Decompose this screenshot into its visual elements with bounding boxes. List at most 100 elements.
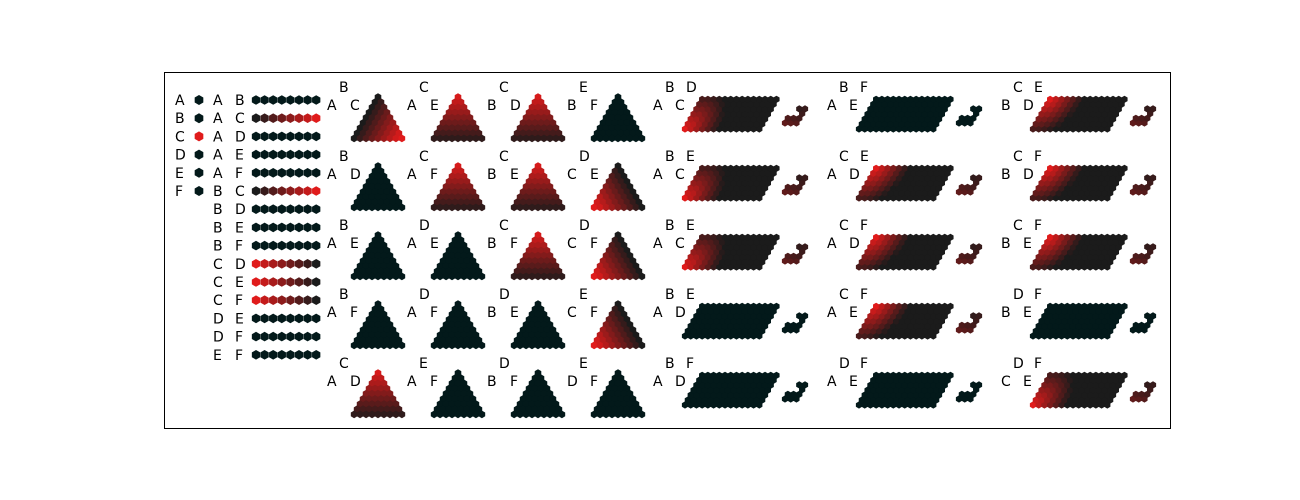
rhombus-hex bbox=[1109, 105, 1117, 113]
triangle-hex bbox=[629, 257, 637, 265]
rhombus-label-3: A bbox=[653, 374, 663, 390]
rhombus-hex bbox=[1061, 238, 1068, 246]
pair-hex bbox=[260, 295, 269, 305]
rhombus-hex bbox=[710, 105, 717, 113]
triangle-hex bbox=[626, 272, 634, 281]
triangle-hex bbox=[392, 203, 400, 212]
triangle-hex bbox=[617, 167, 625, 175]
rhombus-hex bbox=[870, 110, 877, 118]
rhombus-hex bbox=[1038, 110, 1045, 118]
rhombus-hex bbox=[901, 115, 908, 123]
rhombus-hex bbox=[759, 110, 766, 118]
triangle-hex bbox=[392, 331, 400, 339]
pair-label-first: A bbox=[213, 166, 223, 182]
rhombus-hex bbox=[884, 243, 891, 251]
triangle-top-label: C bbox=[339, 356, 349, 372]
rhombus-hex bbox=[1084, 189, 1091, 197]
rhombus-hex bbox=[1098, 371, 1105, 379]
rhombus-panel: B EA C bbox=[653, 218, 809, 271]
rhombus-hex bbox=[716, 322, 723, 330]
pair-hex bbox=[251, 295, 261, 305]
rhombus-cluster-hex bbox=[967, 188, 974, 196]
rhombus-cluster-hex bbox=[973, 110, 980, 118]
rhombus-hex bbox=[719, 110, 726, 118]
rhombus-hex bbox=[747, 189, 754, 197]
rhombus-hex bbox=[1087, 371, 1094, 379]
rhombus-hex bbox=[910, 179, 917, 187]
triangle-hex bbox=[356, 203, 364, 212]
rhombus-hex bbox=[893, 169, 900, 177]
rhombus-hex bbox=[1098, 302, 1105, 310]
triangle-hex bbox=[362, 182, 370, 191]
triangle-hex bbox=[362, 410, 370, 419]
rhombus-hex bbox=[1081, 391, 1088, 399]
triangle-hex bbox=[626, 389, 634, 398]
triangle-hex bbox=[599, 336, 607, 345]
rhombus-hex bbox=[704, 243, 711, 251]
rhombus-hex bbox=[710, 184, 717, 192]
triangle-hex bbox=[513, 129, 521, 138]
triangle-hex bbox=[525, 188, 533, 196]
rhombus-hex bbox=[1047, 312, 1054, 320]
triangle-hex bbox=[475, 267, 483, 276]
rhombus-hex bbox=[770, 238, 777, 246]
rhombus-hex bbox=[861, 115, 868, 123]
rhombus-hex bbox=[881, 110, 888, 118]
triangle-hex bbox=[519, 405, 527, 414]
rhombus-hex bbox=[724, 327, 731, 335]
triangle-hex bbox=[546, 341, 554, 350]
rhombus-hex bbox=[904, 317, 911, 325]
rhombus-hex bbox=[878, 401, 885, 409]
triangle-hex bbox=[463, 267, 471, 276]
triangle-hex bbox=[371, 336, 379, 345]
triangle-hex bbox=[374, 272, 382, 281]
triangle-hex bbox=[522, 272, 530, 281]
rhombus-hex bbox=[884, 105, 891, 113]
rhombus-hex bbox=[696, 120, 703, 128]
rhombus-hex bbox=[890, 115, 897, 123]
rhombus-hex bbox=[733, 391, 740, 399]
triangle-hex bbox=[617, 257, 625, 265]
rhombus-hex bbox=[1081, 243, 1088, 251]
rhombus-hex bbox=[947, 302, 954, 310]
rhombus-hex bbox=[1081, 125, 1088, 133]
triangle-hex bbox=[359, 395, 367, 403]
triangle-hex bbox=[457, 236, 465, 244]
rhombus-hex bbox=[901, 302, 908, 310]
rhombus-hex bbox=[1055, 238, 1062, 246]
rhombus-hex bbox=[918, 312, 925, 320]
triangle-hex bbox=[540, 410, 548, 419]
rhombus-panel: C FB D bbox=[1001, 149, 1157, 202]
rhombus-hex bbox=[924, 312, 931, 320]
triangle-hex bbox=[638, 410, 646, 419]
single-dot bbox=[194, 131, 204, 142]
rhombus-hex bbox=[901, 332, 908, 340]
rhombus-hex bbox=[1049, 100, 1057, 108]
rhombus-hex bbox=[719, 386, 726, 394]
triangle-hex bbox=[454, 369, 462, 377]
rhombus-hex bbox=[1058, 164, 1065, 172]
triangle-hex bbox=[522, 341, 530, 350]
triangle-hex bbox=[472, 124, 480, 132]
triangle-hex bbox=[353, 405, 361, 414]
triangle-hex bbox=[519, 188, 527, 196]
rhombus-hex bbox=[913, 233, 920, 241]
triangle-hex bbox=[614, 320, 622, 329]
triangle-hex bbox=[617, 405, 625, 414]
rhombus-hex bbox=[933, 110, 940, 118]
rhombus-hex bbox=[721, 401, 729, 409]
rhombus-hex bbox=[1092, 115, 1099, 123]
rhombus-hex bbox=[1067, 179, 1074, 187]
single-label: B bbox=[175, 111, 185, 127]
rhombus-hex bbox=[1049, 258, 1057, 266]
rhombus-hex bbox=[1044, 189, 1051, 197]
pair-hex bbox=[303, 95, 312, 105]
rhombus-hex bbox=[1109, 243, 1117, 251]
rhombus-hex bbox=[907, 332, 914, 340]
triangle-hex bbox=[466, 331, 474, 339]
rhombus-hex bbox=[930, 243, 937, 251]
rhombus-cluster-hex bbox=[975, 312, 983, 320]
triangle-hex bbox=[448, 262, 456, 270]
triangle-hex bbox=[611, 119, 619, 127]
rhombus-hex bbox=[1078, 179, 1085, 187]
